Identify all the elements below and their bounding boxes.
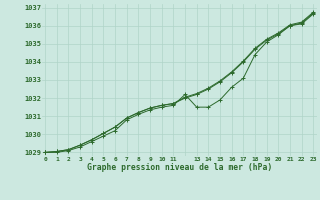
X-axis label: Graphe pression niveau de la mer (hPa): Graphe pression niveau de la mer (hPa) <box>87 163 272 172</box>
